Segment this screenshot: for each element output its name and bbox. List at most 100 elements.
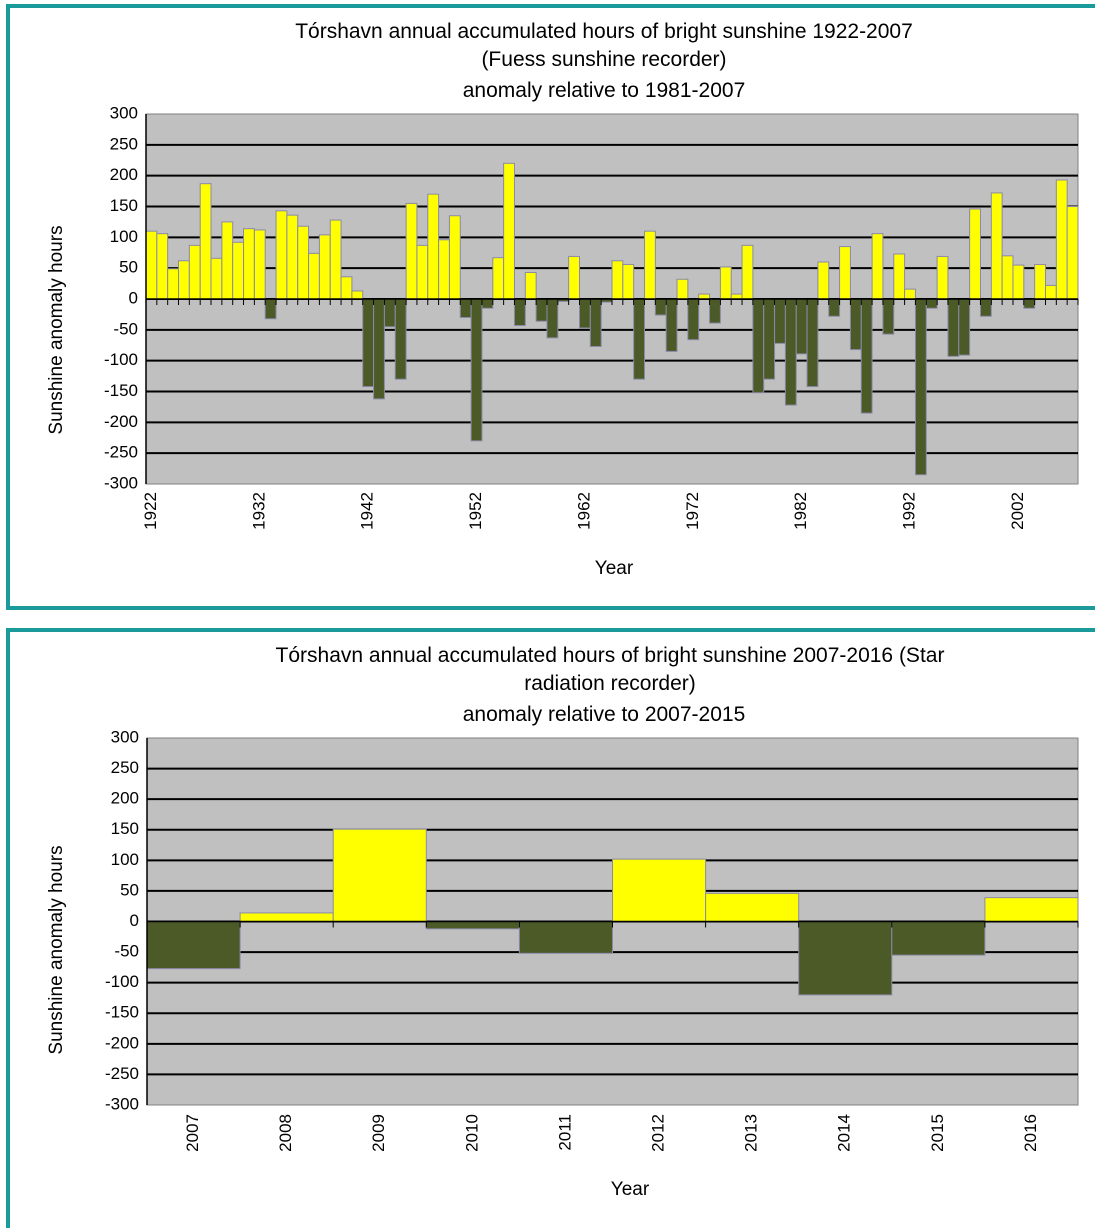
chart2-y-tick-label: -250 — [105, 1064, 139, 1083]
chart2-bar — [518, 921, 614, 954]
chart1-y-tick-label: 150 — [110, 196, 138, 215]
chart2-y-axis-title: Sunshine anomaly hours — [46, 845, 67, 1054]
chart1-bar — [914, 298, 927, 476]
chart1-bar — [1066, 206, 1079, 300]
chart1-y-tick-label: 50 — [119, 258, 138, 277]
chart1-bar — [503, 162, 515, 300]
chart2-y-tick-label: 0 — [130, 911, 139, 930]
chart1-bar — [232, 241, 245, 300]
chart1-bar — [828, 298, 841, 317]
chart1-bar — [546, 298, 559, 339]
chart2-bar — [612, 858, 707, 922]
chart2-bar — [798, 921, 893, 996]
chart1-x-axis-title: Year — [595, 558, 634, 579]
chart2-title-line-3: anomaly relative to 2007-2015 — [463, 703, 746, 726]
chart1-x-tick-label: 1992 — [900, 492, 919, 530]
chart2-x-tick-label: 2008 — [276, 1114, 295, 1152]
chart1-x-tick-label: 2002 — [1008, 492, 1027, 530]
chart1-y-tick-label: 200 — [110, 165, 138, 184]
chart1-bar — [871, 233, 884, 300]
chart1-title-line-1: Tórshavn annual accumulated hours of bri… — [295, 20, 913, 43]
chart1-bar — [860, 298, 873, 414]
chart2-x-axis-title: Year — [611, 1179, 650, 1200]
chart1-bar — [719, 266, 732, 300]
chart1-y-tick-label: -300 — [104, 473, 138, 492]
chart2-y-tick-label: 250 — [111, 758, 139, 777]
chart1-y-tick-label: -250 — [104, 443, 138, 462]
chart2-x-tick-label: 2007 — [183, 1114, 202, 1152]
chart1-y-tick-label: -50 — [113, 319, 138, 338]
chart1-bar — [329, 219, 342, 300]
chart2-x-tick-label: 2010 — [462, 1114, 481, 1152]
chart1-bar — [958, 298, 971, 356]
chart1-bar — [654, 298, 667, 316]
chart1-bar — [774, 298, 786, 344]
chart2-bar — [332, 828, 427, 922]
chart1-x-tick-label: 1982 — [791, 492, 810, 530]
chart1-bar — [297, 225, 310, 300]
chart1-bar — [459, 298, 472, 318]
chart1-bar — [481, 298, 494, 309]
chart1-bar — [178, 260, 190, 300]
chart1-bar — [492, 257, 505, 300]
chart2-bar — [984, 897, 1079, 923]
chart1-x-tick-label: 1972 — [683, 492, 702, 530]
chart1-bar — [925, 298, 938, 309]
chart1-bar — [947, 298, 960, 357]
chart1-bar — [611, 260, 624, 300]
chart1-bar — [1044, 284, 1057, 300]
chart1-y-tick-label: -150 — [104, 381, 138, 400]
chart1-bar — [784, 298, 797, 406]
chart1-bar — [362, 298, 375, 388]
chart2-y-tick-label: 200 — [111, 789, 139, 808]
chart1-bar — [709, 298, 721, 324]
chart1-x-tick-label: 1922 — [141, 492, 160, 530]
chart1-y-axis-title: Sunshine anomaly hours — [46, 225, 67, 434]
chart1-bar — [286, 214, 299, 300]
chart1-bar — [394, 298, 407, 380]
chart1-bar — [969, 208, 981, 300]
chart2-y-tick-label: 300 — [111, 727, 139, 746]
chart1-bar — [470, 298, 483, 442]
chart1-y-tick-label: -200 — [104, 412, 138, 431]
chart1-bar — [817, 261, 830, 300]
chart1-bar — [589, 298, 602, 347]
chart2-x-tick-label: 2013 — [742, 1114, 761, 1152]
chart1-bar — [1055, 179, 1068, 300]
chart1-bar — [167, 268, 180, 300]
chart1-bar — [438, 239, 450, 300]
chart2-title-line-2: radiation recorder) — [524, 672, 696, 695]
chart1-bar — [318, 234, 331, 300]
chart2-plot-area: 300 250 200 150 100 50 0 -50 -100 -150 -200 -250 -30… — [105, 727, 1079, 1152]
chart1-bar — [275, 210, 288, 300]
chart2-y-tick-label: -100 — [105, 972, 139, 991]
chart1-bar — [578, 298, 591, 329]
chart1-bar — [156, 233, 169, 300]
chart2-x-tick-label: 2011 — [555, 1114, 574, 1151]
chart1-bar — [427, 193, 440, 300]
chart1-bar — [1012, 264, 1025, 300]
chart1-bar — [405, 202, 418, 300]
chart1-bar — [1023, 298, 1036, 309]
chart1-x-tick-label: 1942 — [358, 492, 377, 530]
chart1-x-tick-label: 1932 — [249, 492, 268, 530]
chart2-x-tick-label: 2016 — [1021, 1114, 1040, 1152]
chart1-bar — [340, 276, 353, 300]
chart2-bar — [705, 892, 800, 923]
chart1-bar — [849, 298, 862, 351]
chart1-bar — [373, 298, 385, 400]
chart1-y-tick-label: 100 — [110, 227, 138, 246]
chart1-bar — [308, 252, 320, 300]
chart1-bar — [383, 298, 396, 328]
chart1-bar — [416, 244, 429, 300]
chart1-bar — [535, 298, 548, 322]
chart2-bar — [891, 921, 986, 956]
chart1-x-tick-label: 1952 — [466, 492, 485, 530]
chart1-bar — [622, 263, 635, 300]
chart1-bar — [210, 257, 223, 300]
chart1-bar — [1034, 263, 1046, 300]
chart2-y-tick-label: -50 — [114, 942, 139, 961]
chart1-bar — [839, 246, 851, 300]
chart1-bar — [448, 215, 461, 300]
